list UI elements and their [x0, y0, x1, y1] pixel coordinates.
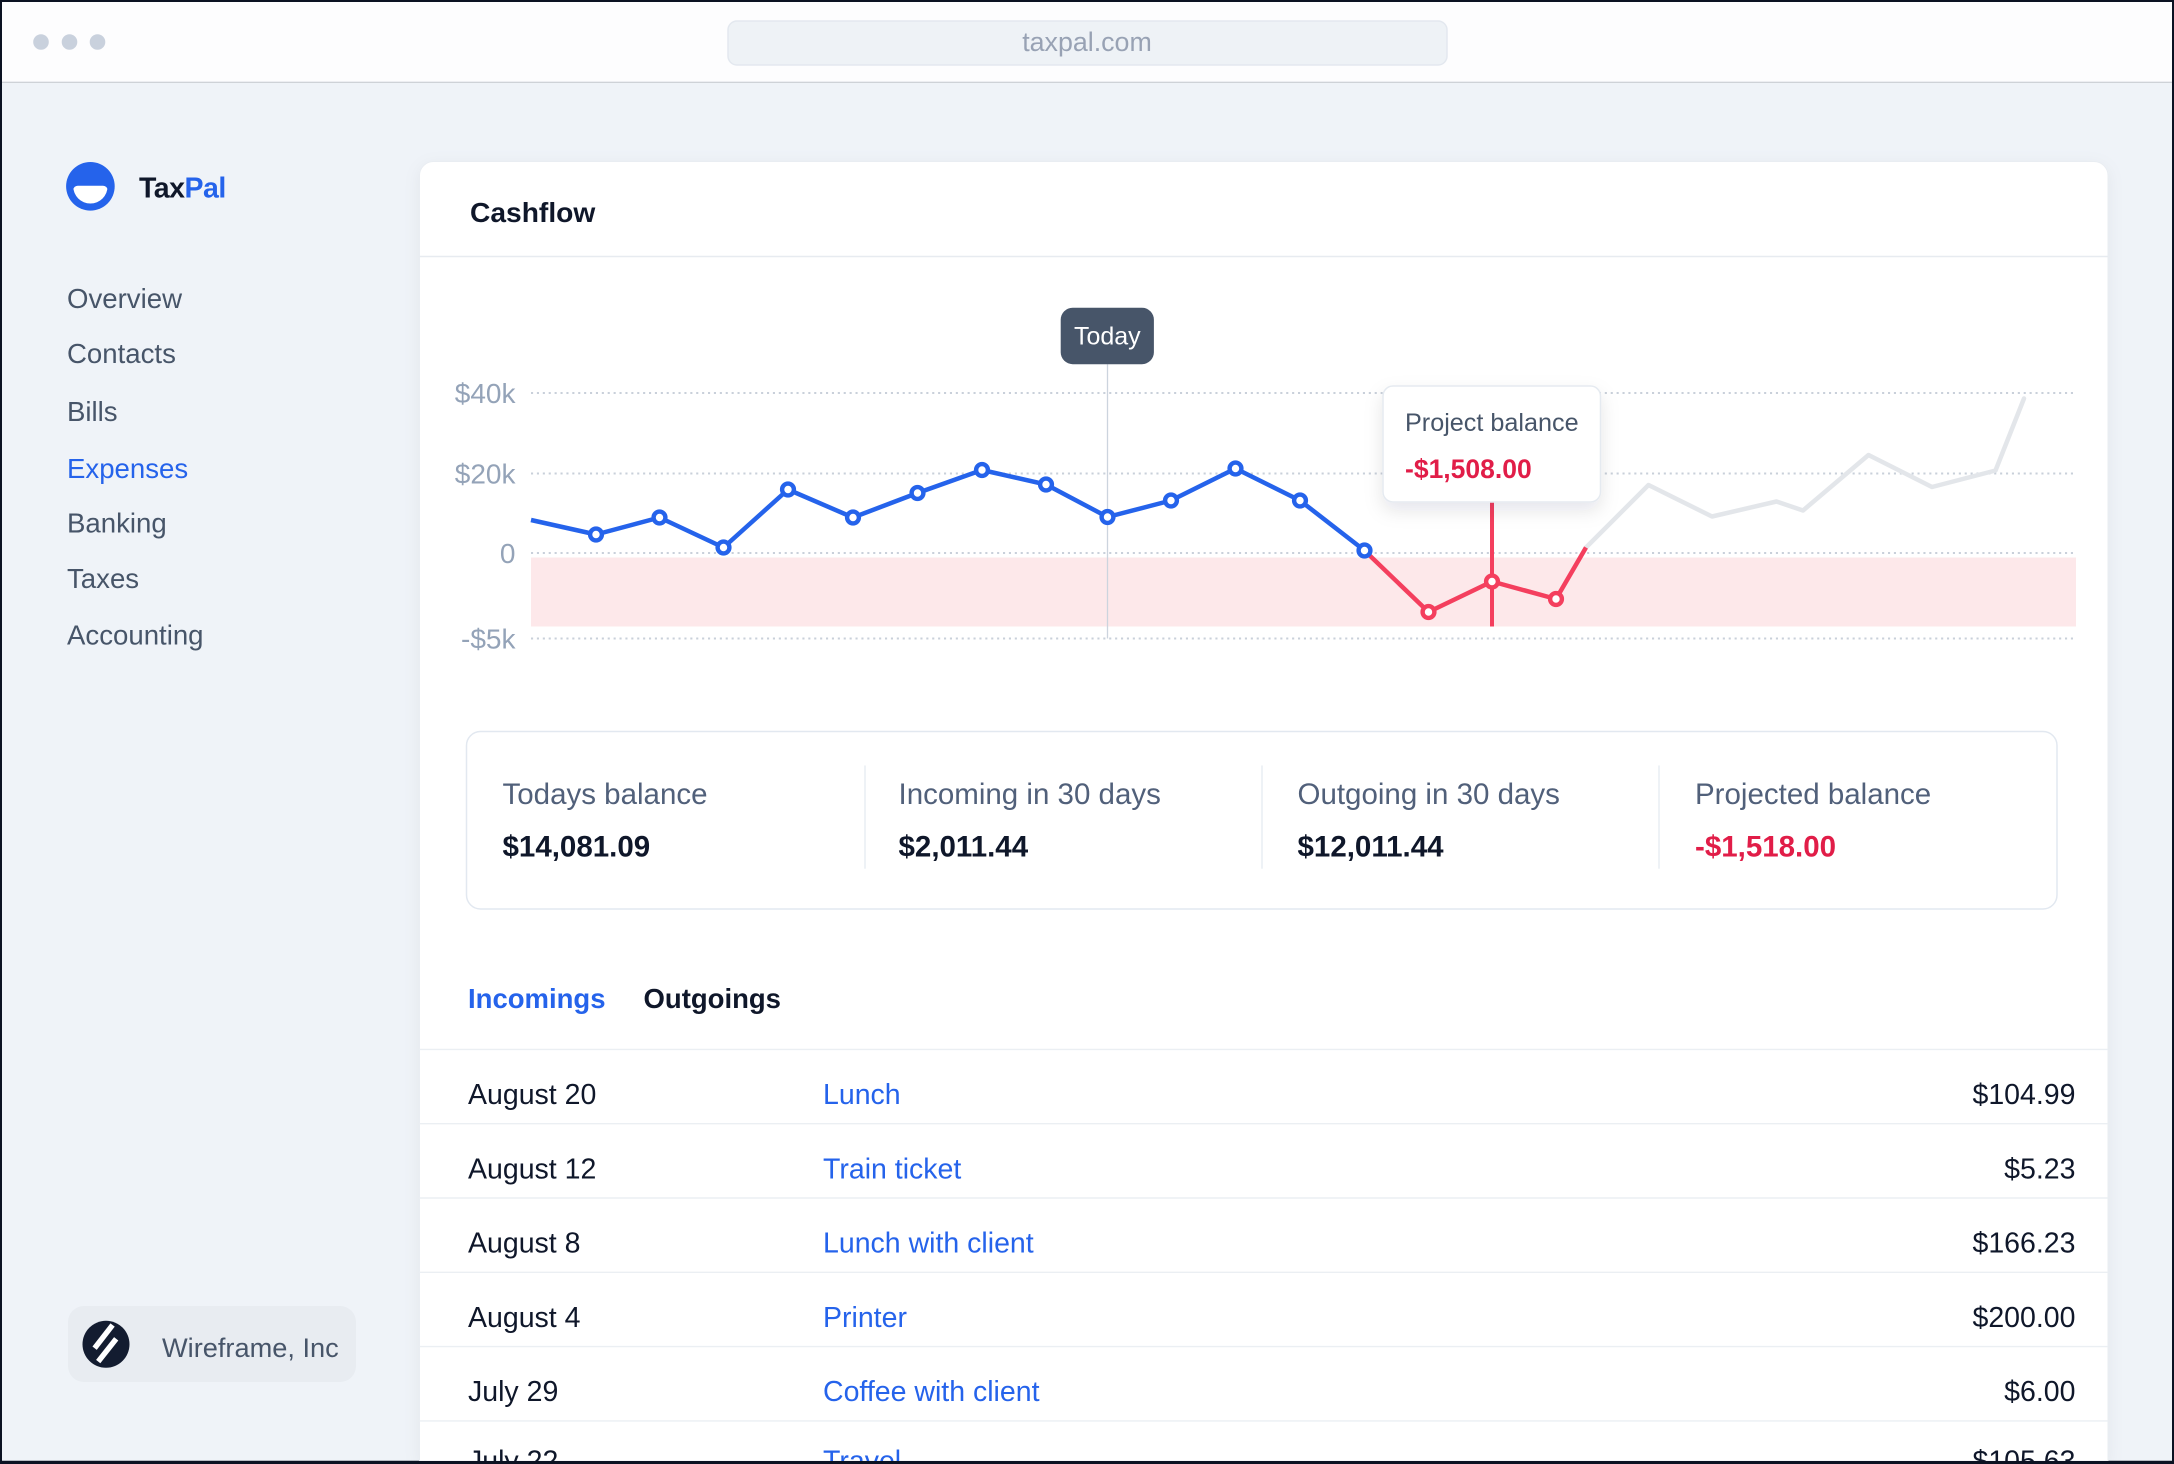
svg-text:TaxPal: TaxPal	[139, 173, 226, 205]
svg-text:August 8: August 8	[468, 1228, 581, 1260]
svg-text:August 4: August 4	[468, 1302, 581, 1334]
svg-text:Printer: Printer	[823, 1302, 907, 1334]
svg-text:Lunch with client: Lunch with client	[823, 1228, 1034, 1260]
svg-text:Contacts: Contacts	[67, 338, 176, 369]
svg-text:Project balance: Project balance	[1405, 409, 1579, 437]
svg-text:August 12: August 12	[468, 1153, 596, 1185]
svg-text:$14,081.09: $14,081.09	[503, 831, 651, 864]
svg-text:Today: Today	[1074, 323, 1141, 351]
svg-text:Accounting: Accounting	[67, 620, 204, 651]
svg-text:Outgoings: Outgoings	[644, 983, 781, 1014]
svg-text:Projected balance: Projected balance	[1695, 778, 1931, 811]
svg-text:$5.23: $5.23	[2004, 1153, 2075, 1185]
svg-text:$20k: $20k	[455, 459, 517, 490]
svg-text:Incoming in 30 days: Incoming in 30 days	[899, 778, 1161, 811]
svg-text:Expenses: Expenses	[67, 453, 188, 484]
svg-text:$166.23: $166.23	[1972, 1228, 2075, 1260]
svg-text:Overview: Overview	[67, 283, 182, 314]
svg-text:Coffee with client: Coffee with client	[823, 1376, 1040, 1408]
svg-text:Outgoing in 30 days: Outgoing in 30 days	[1298, 778, 1560, 811]
svg-text:$40k: $40k	[455, 378, 517, 409]
svg-text:$104.99: $104.99	[1972, 1079, 2075, 1111]
svg-text:-$1,508.00: -$1,508.00	[1405, 454, 1532, 484]
svg-text:Taxes: Taxes	[67, 563, 139, 594]
svg-text:$12,011.44: $12,011.44	[1298, 831, 1445, 864]
svg-text:Wireframe, Inc: Wireframe, Inc	[162, 1332, 339, 1363]
svg-text:-$5k: -$5k	[461, 624, 516, 655]
svg-text:$105.63: $105.63	[1972, 1446, 2075, 1464]
svg-text:Travel: Travel	[823, 1446, 901, 1464]
svg-text:Cashflow: Cashflow	[470, 196, 595, 228]
svg-text:Todays balance: Todays balance	[503, 778, 708, 811]
svg-text:August 20: August 20	[468, 1079, 596, 1111]
svg-text:Train ticket: Train ticket	[823, 1153, 961, 1185]
svg-text:Lunch: Lunch	[823, 1079, 901, 1111]
svg-text:$200.00: $200.00	[1972, 1302, 2075, 1334]
svg-text:-$1,518.00: -$1,518.00	[1695, 831, 1836, 864]
svg-text:0: 0	[500, 538, 516, 569]
svg-text:Bills: Bills	[67, 396, 118, 427]
svg-text:Banking: Banking	[67, 508, 167, 539]
svg-text:taxpal.com: taxpal.com	[1022, 27, 1152, 57]
svg-text:$6.00: $6.00	[2004, 1376, 2075, 1408]
svg-text:Incomings: Incomings	[468, 983, 606, 1014]
svg-text:July 22: July 22	[468, 1446, 558, 1464]
svg-text:$2,011.44: $2,011.44	[899, 831, 1029, 864]
svg-text:July 29: July 29	[468, 1376, 558, 1408]
